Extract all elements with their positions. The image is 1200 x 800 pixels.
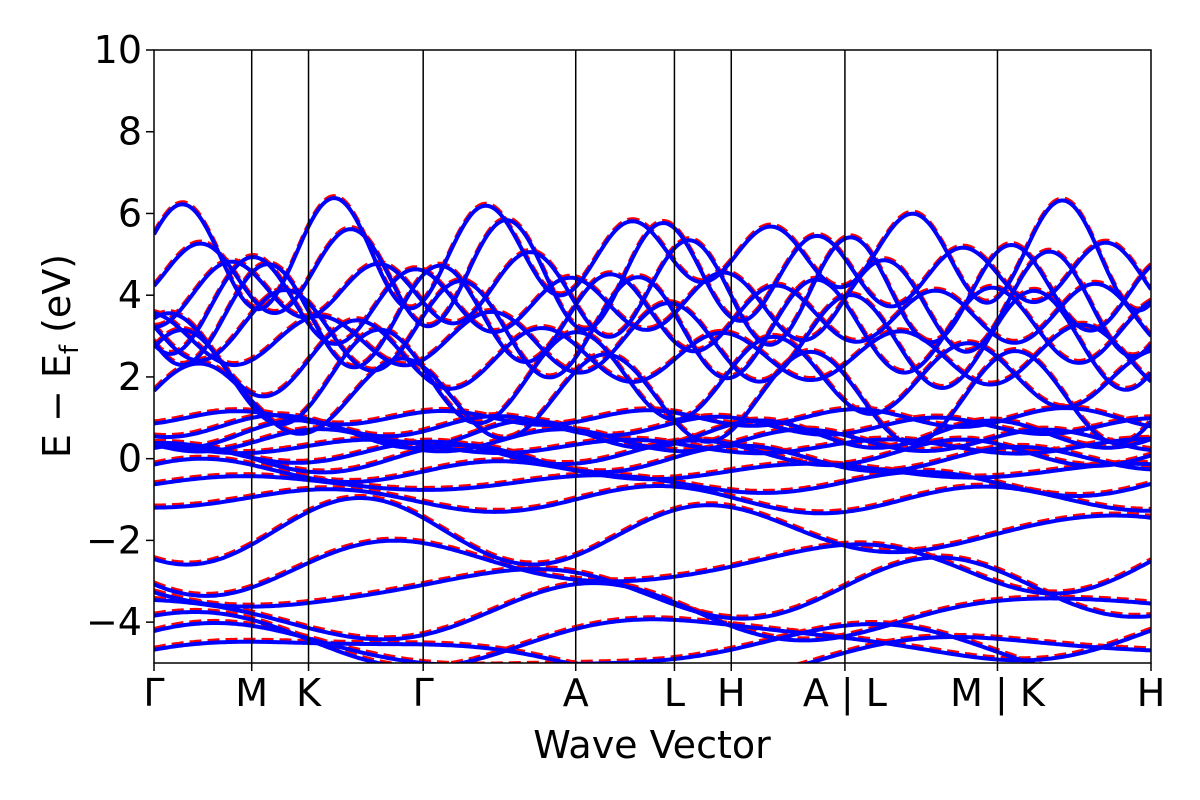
x-tick-label: H bbox=[1137, 671, 1166, 715]
x-tick-label: A bbox=[563, 671, 589, 715]
blue-band-line bbox=[154, 496, 1151, 567]
x-tick-label: A | L bbox=[803, 671, 887, 716]
y-axis-ticks: −4 −2 0 2 4 6 8 10 bbox=[86, 28, 154, 644]
blue-band-line bbox=[154, 555, 1151, 621]
x-tick-label: Γ bbox=[143, 671, 164, 715]
x-axis-label: Wave Vector bbox=[533, 723, 771, 767]
y-axis-label-unit: (eV) bbox=[35, 254, 79, 345]
blue-band-line bbox=[154, 196, 1151, 313]
red-band-line bbox=[154, 579, 1151, 641]
x-tick-label: L bbox=[664, 671, 685, 715]
blue-band-line bbox=[154, 610, 1151, 663]
x-tick-label: M | K bbox=[950, 671, 1046, 716]
blue-band-line bbox=[154, 349, 1151, 446]
blue-band-line bbox=[154, 262, 1151, 370]
blue-band-line bbox=[154, 249, 1151, 359]
x-tick-label: Γ bbox=[413, 671, 434, 715]
blue-band-line bbox=[154, 621, 1038, 663]
blue-band-line bbox=[154, 456, 1151, 484]
bands-blue-series bbox=[154, 196, 1151, 663]
red-band-line bbox=[154, 618, 1045, 663]
y-tick-label: 8 bbox=[118, 110, 142, 154]
x-tick-label: H bbox=[717, 671, 746, 715]
x-tick-label: M bbox=[235, 671, 268, 715]
blue-band-line bbox=[154, 311, 1151, 399]
y-tick-label: 2 bbox=[118, 355, 142, 399]
red-band-line bbox=[154, 482, 1151, 514]
y-axis-label-sub: f bbox=[55, 344, 85, 354]
y-axis-label: E − Ef (eV) bbox=[35, 254, 85, 458]
y-tick-label: 0 bbox=[118, 437, 142, 481]
y-tick-label: −2 bbox=[86, 518, 142, 562]
y-tick-label: 10 bbox=[94, 28, 142, 72]
plot-frame bbox=[153, 49, 1152, 664]
x-tick-label: K bbox=[296, 671, 322, 715]
y-tick-label: −4 bbox=[86, 600, 142, 644]
y-tick-label: 4 bbox=[118, 273, 142, 317]
kpoint-separators bbox=[250, 50, 999, 663]
y-tick-label: 6 bbox=[118, 191, 142, 235]
blue-band-line bbox=[154, 484, 1151, 516]
blue-band-line bbox=[154, 218, 1151, 332]
blue-band-line bbox=[154, 235, 1151, 347]
red-band-line bbox=[154, 494, 1151, 565]
y-axis-label-main: E − E bbox=[35, 354, 79, 458]
blue-band-line bbox=[154, 538, 1151, 598]
blue-band-line bbox=[154, 581, 1151, 643]
blue-band-line bbox=[154, 437, 1151, 456]
